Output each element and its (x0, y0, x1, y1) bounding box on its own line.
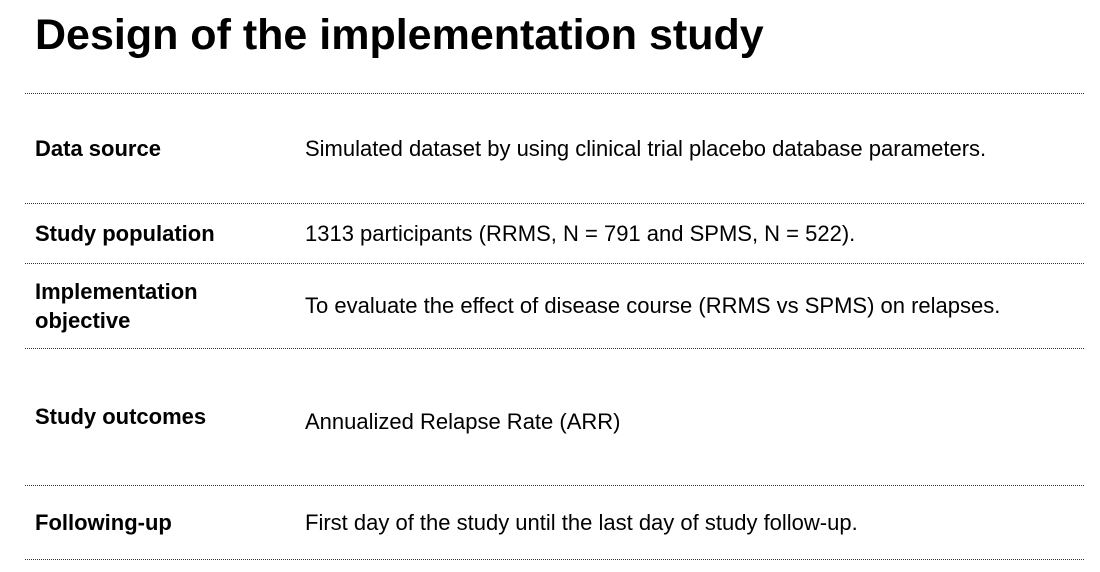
table-divider (25, 263, 1084, 264)
row-label: Data source (35, 136, 161, 161)
row-label: Study population (35, 221, 215, 246)
row-value: 1313 participants (RRMS, N = 791 and SPM… (305, 221, 856, 246)
table-divider (25, 348, 1084, 349)
row-value: Annualized Relapse Rate (ARR) (305, 409, 621, 434)
row-label: Following-up (35, 510, 172, 535)
row-label: Implementation objective (35, 279, 198, 333)
row-value: To evaluate the effect of disease course… (305, 293, 1001, 318)
table-divider (25, 93, 1084, 94)
table-divider (25, 203, 1084, 204)
row-value: First day of the study until the last da… (305, 510, 858, 535)
row-label: Study outcomes (35, 404, 207, 429)
page-title: Design of the implementation study (35, 11, 764, 59)
table-divider (25, 485, 1084, 486)
table-divider (25, 559, 1084, 560)
row-value: Simulated dataset by using clinical tria… (305, 136, 987, 161)
